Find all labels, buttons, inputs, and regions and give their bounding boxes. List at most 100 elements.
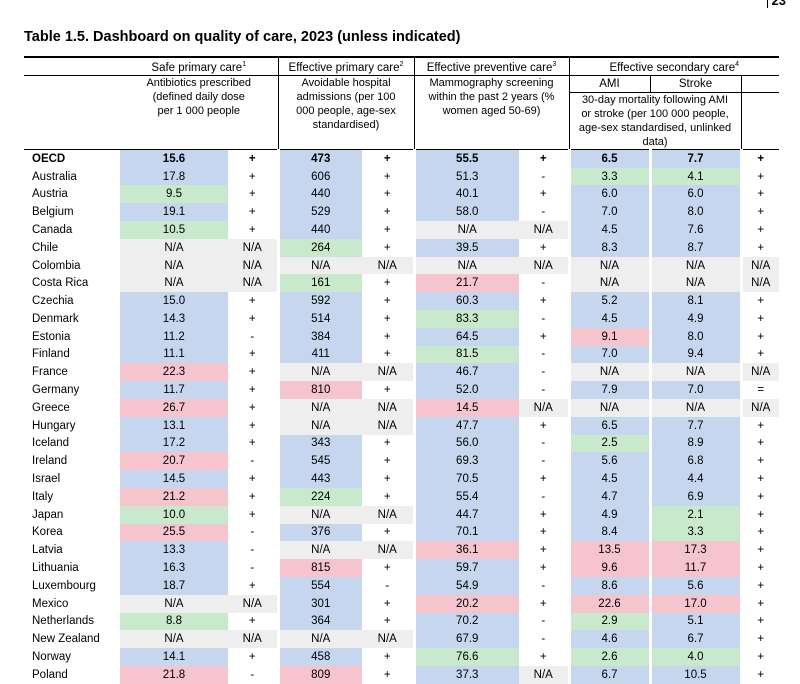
admissions-trend: + — [383, 615, 391, 628]
admissions-value: N/A — [276, 398, 362, 417]
stroke-value: 4.9 — [648, 310, 741, 328]
mammography-value: 70.5 — [412, 470, 519, 488]
antibiotics-trend: + — [248, 473, 256, 486]
admissions-description: Avoidable hospital admissions (per 100 0… — [277, 75, 414, 150]
table-row: Canada 10.5 +440 + N/A N/A 4.5 7.6 + — [24, 221, 779, 239]
admissions-value: 364 — [276, 612, 362, 631]
admissions-trend: + — [383, 526, 391, 539]
antibiotics-trend: + — [248, 295, 256, 308]
table-row: France 22.3 + N/A N/A 46.7- N/A N/A N/A — [24, 363, 779, 382]
admissions-trend: N/A — [362, 630, 414, 649]
stroke-value: 4.0 — [648, 648, 741, 666]
antibiotics-value: 11.2 — [120, 327, 228, 346]
ami-value: 5.6 — [567, 452, 650, 471]
admissions-value: 376 — [276, 523, 362, 542]
admissions-value: 161 — [276, 274, 362, 293]
mammography-trend: + — [539, 295, 547, 308]
ami-value: N/A — [567, 256, 650, 275]
table-row: Latvia 13.3- N/A N/A 36.1 +13.5 17.3 + — [24, 541, 779, 560]
antibiotics-trend: - — [250, 526, 255, 539]
antibiotics-value: 20.7 — [120, 452, 228, 471]
antibiotics-value: 26.7 — [120, 398, 228, 417]
mammography-trend: - — [541, 366, 546, 379]
antibiotics-value: 17.2 — [120, 434, 228, 453]
antibiotics-value: 22.3 — [120, 363, 228, 382]
mammography-value: 70.1 — [412, 523, 519, 542]
admissions-trend: + — [362, 148, 414, 168]
table-row: Austria 9.5 +440 +40.1 +6.0 6.0 + — [24, 185, 779, 204]
admissions-trend: + — [383, 223, 391, 236]
admissions-value: N/A — [276, 256, 362, 275]
stroke-value: 6.8 — [648, 452, 741, 471]
admissions-value: 224 — [276, 487, 362, 506]
admissions-value: 411 — [276, 345, 362, 364]
stroke-subheader: Stroke — [649, 75, 741, 93]
table-title: Table 1.5. Dashboard on quality of care,… — [24, 29, 461, 45]
mammography-trend: + — [539, 597, 547, 610]
mammography-value: 64.5 — [412, 327, 519, 346]
table-row: Italy 21.2 +224 +55.4-4.7 6.9 + — [24, 487, 779, 506]
antibiotics-trend: + — [248, 419, 256, 432]
admissions-value: N/A — [276, 416, 362, 435]
mammography-description: Mammography screening within the past 2 … — [413, 75, 569, 150]
ami-value: 22.6 — [567, 594, 650, 613]
admissions-value: N/A — [276, 505, 362, 524]
antibiotics-value: 14.3 — [120, 310, 228, 328]
antibiotics-value: 14.5 — [120, 470, 228, 488]
secondary-trend: + — [739, 203, 779, 222]
antibiotics-trend: N/A — [228, 274, 278, 293]
group-header-effective-preventive: Effective preventive care3 — [413, 55, 569, 76]
mammography-trend: - — [541, 170, 546, 183]
ami-value: 3.3 — [567, 167, 650, 186]
table-row: Costa Rica N/A N/A 161 +21.7- N/A N/A N/A — [24, 274, 779, 293]
mammography-value: 55.4 — [412, 487, 519, 506]
mammography-value: 76.6 — [412, 648, 519, 666]
country-name: Costa Rica — [32, 277, 89, 290]
antibiotics-trend: + — [248, 401, 256, 414]
table-row: Hungary 13.1 + N/A N/A 47.7 +6.5 7.7 + — [24, 416, 779, 435]
antibiotics-trend: + — [248, 366, 256, 379]
antibiotics-trend: - — [250, 455, 255, 468]
country-name: Korea — [32, 526, 63, 539]
country-name: Latvia — [32, 544, 63, 557]
admissions-value: 606 — [276, 167, 362, 186]
antibiotics-value: N/A — [120, 238, 228, 257]
antibiotics-trend: + — [248, 651, 256, 664]
antibiotics-trend: + — [248, 490, 256, 503]
country-name: Lithuania — [32, 562, 79, 575]
stroke-value: 9.4 — [648, 345, 741, 364]
secondary-trend: + — [739, 221, 779, 239]
stroke-value: 7.7 — [648, 148, 741, 168]
country-name: Iceland — [32, 437, 70, 450]
ami-subheader: AMI — [568, 75, 650, 93]
mammography-value: N/A — [412, 256, 519, 275]
mammography-value: 58.0 — [412, 203, 519, 222]
mammography-trend: - — [541, 490, 546, 503]
secondary-trend: + — [739, 487, 779, 506]
admissions-trend: N/A — [362, 256, 414, 275]
antibiotics-trend: + — [248, 348, 256, 361]
mammography-trend: + — [539, 419, 547, 432]
table-row: Lithuania 16.3-815 +59.7 +9.6 11.7 + — [24, 559, 779, 577]
secondary-trend: + — [739, 452, 779, 471]
secondary-trend: + — [739, 612, 779, 631]
table-row: Ireland 20.7-545 +69.3-5.6 6.8 + — [24, 452, 779, 471]
mammography-trend: - — [541, 455, 546, 468]
stroke-value: 8.0 — [648, 327, 741, 346]
stroke-value: 17.0 — [648, 594, 741, 613]
admissions-trend: + — [383, 384, 391, 397]
stroke-value: 5.6 — [648, 576, 741, 595]
stroke-value: 5.1 — [648, 612, 741, 631]
stroke-value: 4.1 — [648, 167, 741, 186]
admissions-value: 810 — [276, 381, 362, 399]
table-row: Greece 26.7 + N/A N/A 14.5 N/A N/A N/A N/A — [24, 398, 779, 417]
table-row: Denmark 14.3 +514 +83.3-4.5 4.9 + — [24, 310, 779, 328]
ami-value: 9.6 — [567, 559, 650, 577]
antibiotics-value: 19.1 — [120, 203, 228, 222]
ami-value: 2.5 — [567, 434, 650, 453]
admissions-value: 529 — [276, 203, 362, 222]
mammography-value: 40.1 — [412, 185, 519, 204]
mammography-value: 60.3 — [412, 292, 519, 310]
antibiotics-value: 13.1 — [120, 416, 228, 435]
mammography-trend: N/A — [519, 256, 569, 275]
